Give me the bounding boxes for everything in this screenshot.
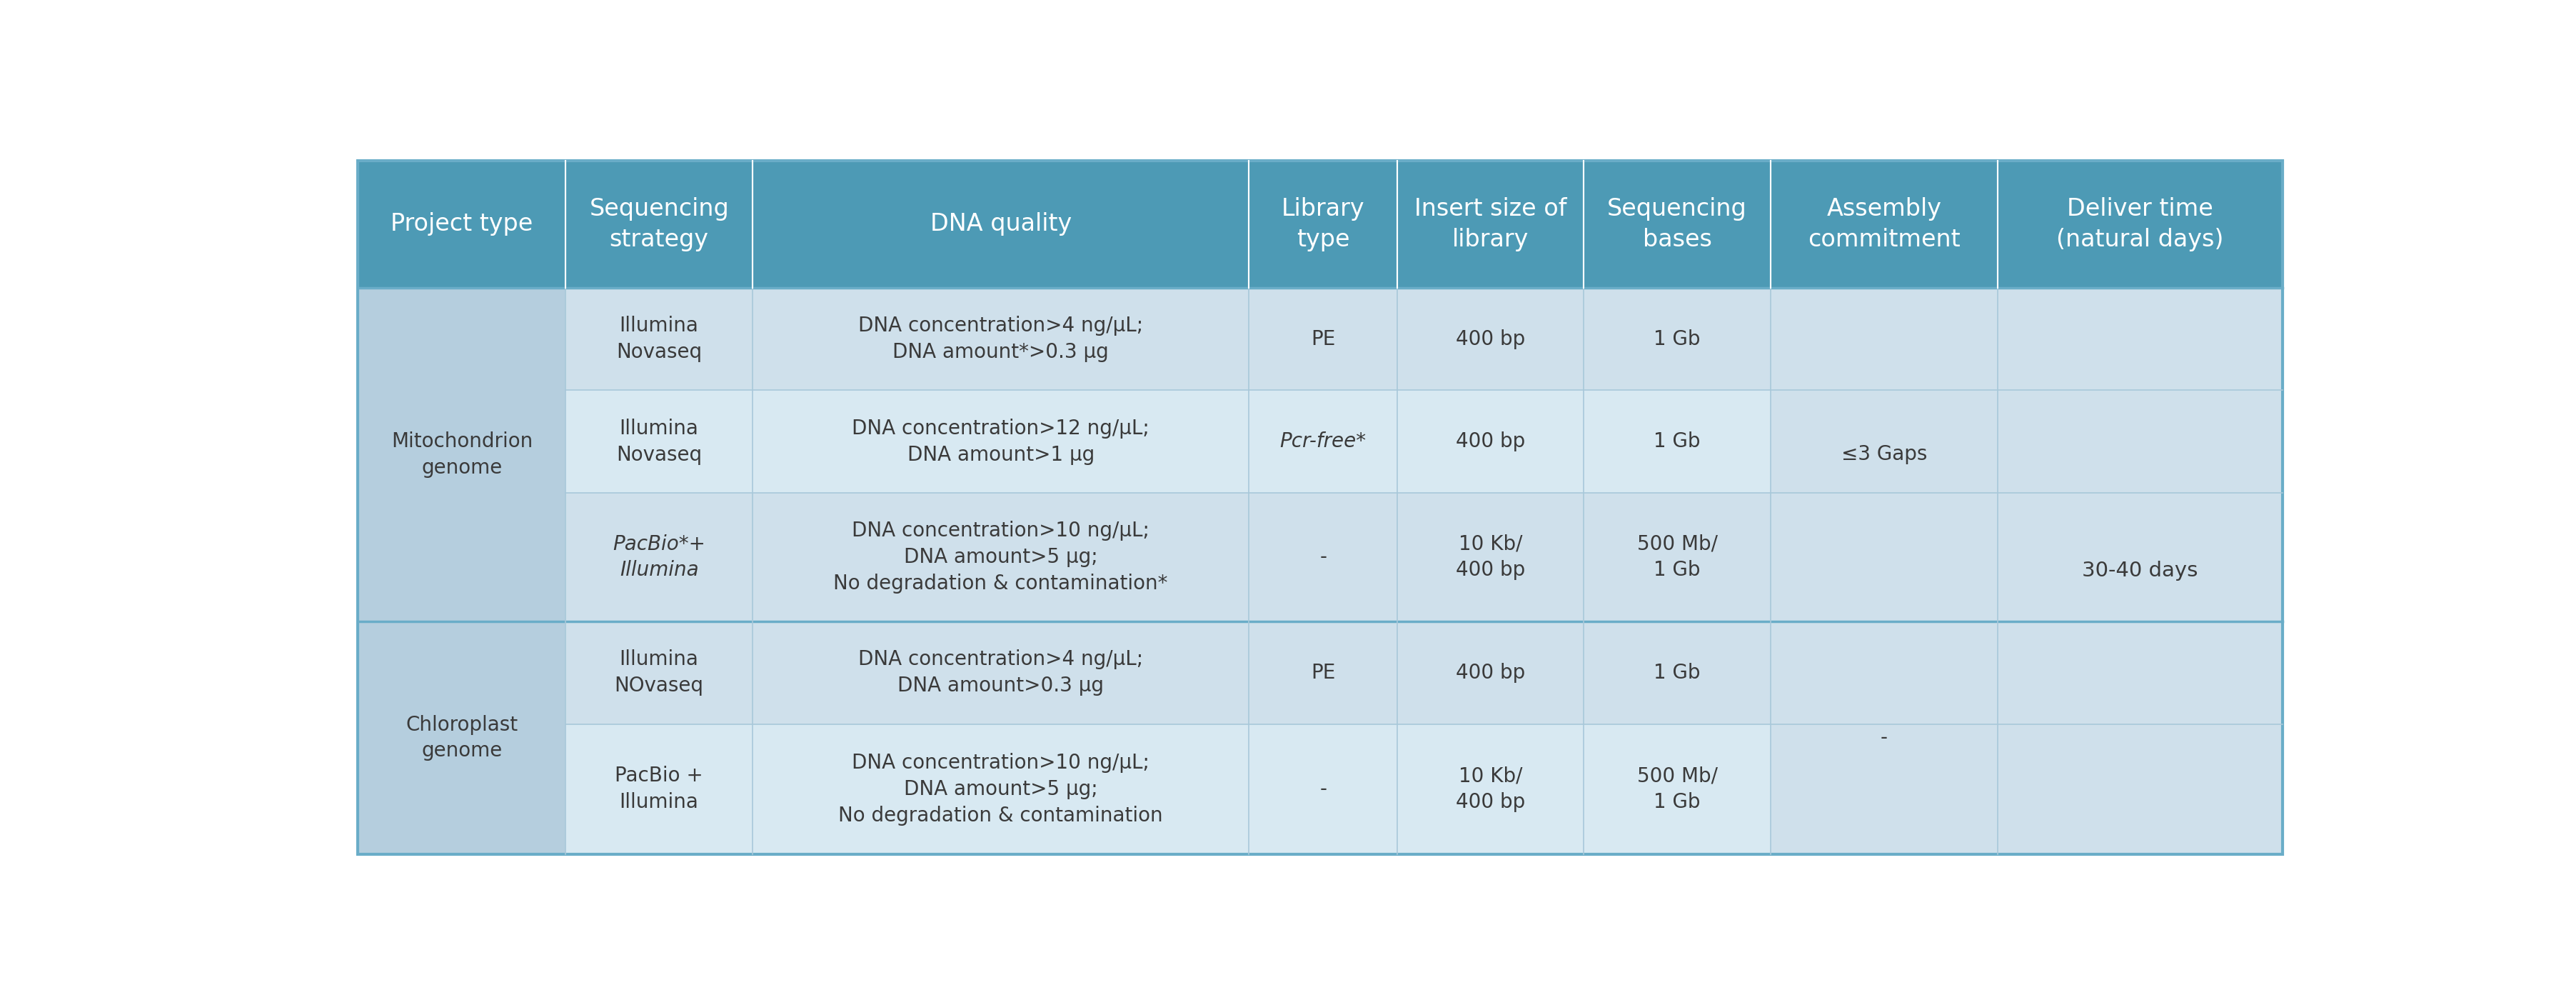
Text: Illumina
Novaseq: Illumina Novaseq — [616, 419, 703, 465]
Bar — [567, 622, 752, 724]
Text: DNA concentration>10 ng/μL;
DNA amount>5 μg;
No degradation & contamination: DNA concentration>10 ng/μL; DNA amount>5… — [837, 753, 1162, 826]
Bar — [1396, 724, 1584, 854]
Bar — [752, 724, 1249, 854]
Bar — [1396, 288, 1584, 390]
Text: Sequencing
bases: Sequencing bases — [1607, 197, 1747, 251]
Text: Chloroplast
genome: Chloroplast genome — [407, 715, 518, 761]
Text: Sequencing
strategy: Sequencing strategy — [590, 197, 729, 251]
Bar — [1249, 622, 1396, 724]
Text: DNA concentration>10 ng/μL;
DNA amount>5 μg;
No degradation & contamination*: DNA concentration>10 ng/μL; DNA amount>5… — [835, 521, 1167, 593]
Bar — [1584, 622, 1770, 724]
Bar — [1396, 390, 1584, 493]
Bar — [1249, 288, 1396, 390]
Text: 500 Mb/
1 Gb: 500 Mb/ 1 Gb — [1636, 766, 1718, 813]
Bar — [567, 724, 752, 854]
Text: Project type: Project type — [392, 213, 533, 236]
Bar — [752, 390, 1249, 493]
Text: 10 Kb/
400 bp: 10 Kb/ 400 bp — [1455, 534, 1525, 580]
Text: 400 bp: 400 bp — [1455, 329, 1525, 349]
Text: 400 bp: 400 bp — [1455, 662, 1525, 683]
Text: Insert size of
library: Insert size of library — [1414, 197, 1566, 251]
Bar — [1996, 288, 2282, 854]
Text: PacBio*+
Illumina: PacBio*+ Illumina — [613, 534, 706, 580]
Text: PE: PE — [1311, 662, 1334, 683]
Text: DNA concentration>4 ng/μL;
DNA amount>0.3 μg: DNA concentration>4 ng/μL; DNA amount>0.… — [858, 649, 1144, 696]
Text: 400 bp: 400 bp — [1455, 432, 1525, 451]
Bar — [567, 493, 752, 622]
Bar — [752, 622, 1249, 724]
Text: -: - — [1319, 547, 1327, 567]
Text: Pcr-free*: Pcr-free* — [1280, 432, 1365, 451]
Bar — [1770, 160, 1996, 288]
Bar — [358, 160, 567, 288]
Text: Deliver time
(natural days): Deliver time (natural days) — [2056, 197, 2223, 251]
Bar — [1584, 160, 1770, 288]
Text: Illumina
NOvaseq: Illumina NOvaseq — [616, 649, 703, 696]
Text: Mitochondrion
genome: Mitochondrion genome — [392, 432, 533, 477]
Bar — [1249, 390, 1396, 493]
Bar — [1396, 160, 1584, 288]
Bar — [1770, 622, 1996, 854]
Bar — [1584, 493, 1770, 622]
Text: 500 Mb/
1 Gb: 500 Mb/ 1 Gb — [1636, 534, 1718, 580]
Bar — [752, 160, 1249, 288]
Bar — [358, 288, 567, 622]
Text: ≤3 Gaps: ≤3 Gaps — [1842, 445, 1927, 464]
Text: Illumina
Novaseq: Illumina Novaseq — [616, 316, 703, 362]
Bar — [1584, 288, 1770, 390]
Bar — [1584, 390, 1770, 493]
Text: DNA quality: DNA quality — [930, 213, 1072, 236]
Bar — [567, 160, 752, 288]
Text: PE: PE — [1311, 329, 1334, 349]
Bar — [1996, 160, 2282, 288]
Text: DNA concentration>12 ng/μL;
DNA amount>1 μg: DNA concentration>12 ng/μL; DNA amount>1… — [853, 419, 1149, 465]
Bar — [1770, 288, 1996, 622]
Bar — [567, 288, 752, 390]
Text: Assembly
commitment: Assembly commitment — [1808, 197, 1960, 251]
Text: -: - — [1319, 779, 1327, 799]
Text: 30-40 days: 30-40 days — [2081, 561, 2197, 581]
Text: 1 Gb: 1 Gb — [1654, 662, 1700, 683]
Bar — [567, 390, 752, 493]
Bar — [1249, 493, 1396, 622]
Bar — [1584, 724, 1770, 854]
Text: -: - — [1880, 728, 1888, 747]
Bar — [752, 288, 1249, 390]
Bar — [1396, 493, 1584, 622]
Text: PacBio +
Illumina: PacBio + Illumina — [616, 766, 703, 813]
Text: DNA concentration>4 ng/μL;
DNA amount*>0.3 μg: DNA concentration>4 ng/μL; DNA amount*>0… — [858, 316, 1144, 362]
Text: 10 Kb/
400 bp: 10 Kb/ 400 bp — [1455, 766, 1525, 813]
Bar — [1249, 160, 1396, 288]
Text: 1 Gb: 1 Gb — [1654, 432, 1700, 451]
Text: 1 Gb: 1 Gb — [1654, 329, 1700, 349]
Bar — [358, 622, 567, 854]
Bar — [752, 493, 1249, 622]
Bar — [1396, 622, 1584, 724]
Bar — [1249, 724, 1396, 854]
Text: Library
type: Library type — [1280, 197, 1365, 251]
